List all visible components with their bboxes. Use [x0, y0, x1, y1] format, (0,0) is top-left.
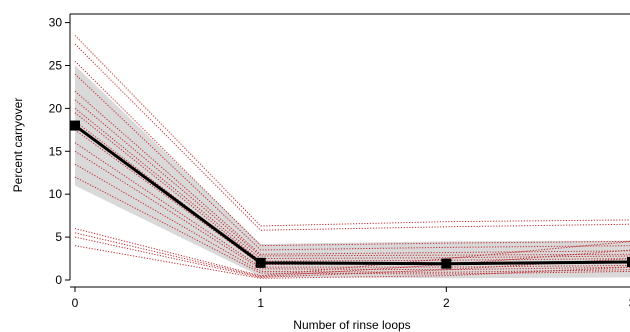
- axes-layer: 0 5 10 15 20 25 30 0 1 2 3: [49, 13, 630, 310]
- individual-series-line-14: [74, 228, 630, 277]
- individual-series-line-12: [74, 163, 630, 273]
- mean-series-marker: [627, 256, 630, 267]
- x-tick-label: 2: [443, 296, 450, 310]
- individual-series-line-0: [74, 35, 630, 227]
- mean-series-line: [74, 124, 630, 266]
- individual-series-line-4: [74, 90, 630, 255]
- y-tick-label: 0: [55, 273, 62, 287]
- x-axis-title: Number of rinse loops: [293, 318, 410, 332]
- y-tick-label: 30: [49, 16, 63, 30]
- confidence-band-layer: [75, 65, 630, 279]
- y-tick-label: 5: [55, 230, 62, 244]
- individual-series-line-1: [74, 43, 630, 231]
- x-tick-label: 0: [72, 296, 79, 310]
- individual-series-line-15: [74, 232, 630, 278]
- individual-series-line-16: [74, 236, 630, 278]
- y-tick-label: 15: [49, 144, 63, 158]
- mean-series-marker: [255, 257, 266, 268]
- individual-series-line-10: [74, 142, 630, 268]
- x-tick-label: 3: [629, 296, 630, 310]
- individual-series-line-13: [74, 176, 630, 275]
- individual-series-line-5: [74, 99, 630, 257]
- confidence-band: [75, 65, 630, 279]
- mean-series-marker: [441, 258, 452, 269]
- individual-series-line-11: [74, 150, 630, 271]
- mean-series-marker: [70, 120, 80, 131]
- y-tick-label: 25: [49, 58, 63, 72]
- y-tick-label: 20: [49, 101, 63, 115]
- y-axis-title: Percent carryover: [11, 98, 25, 193]
- x-tick-label: 1: [257, 296, 264, 310]
- y-tick-label: 10: [49, 187, 63, 201]
- mean-series-layer: [70, 120, 630, 269]
- individual-series-line-7: [74, 112, 630, 262]
